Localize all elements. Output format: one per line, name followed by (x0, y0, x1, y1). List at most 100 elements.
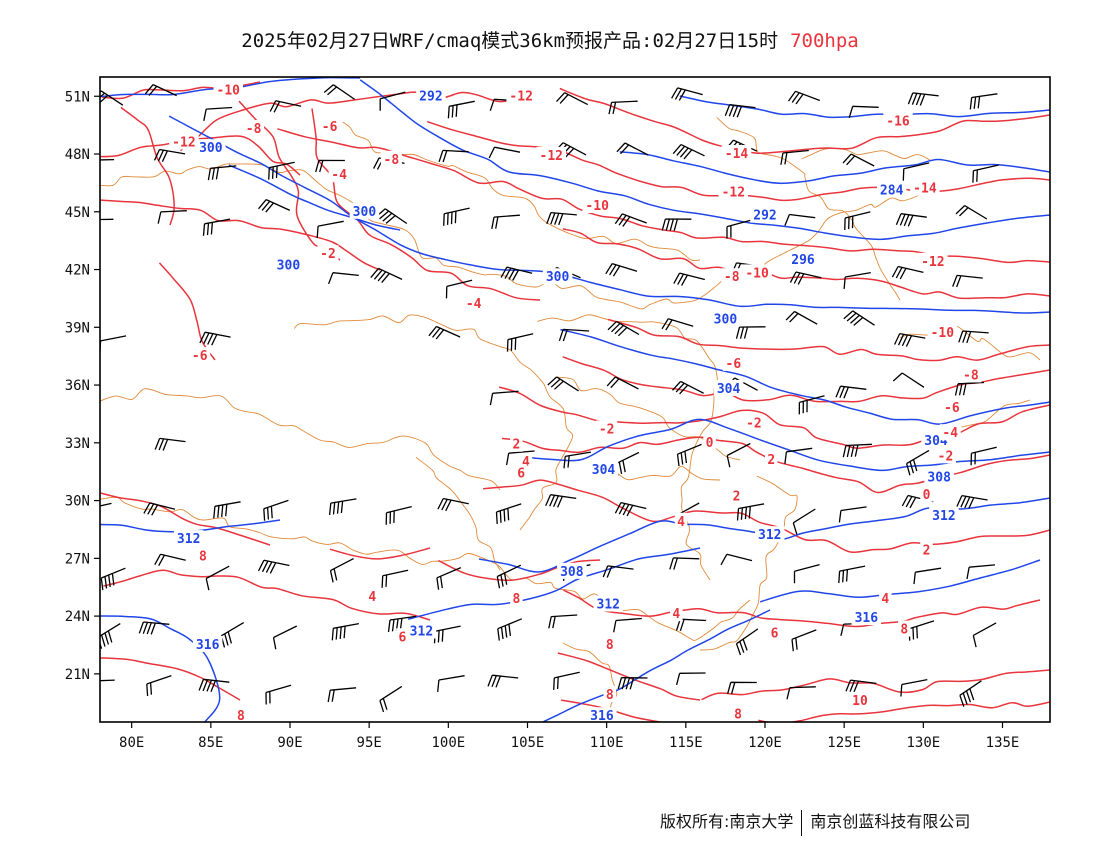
temperature-contour-label: 0 (923, 488, 931, 503)
temperature-contour-label: 4 (881, 592, 889, 607)
wind-barb (263, 499, 289, 521)
temperature-contour-label: 2 (733, 490, 741, 505)
temperature-contour-line (559, 87, 1050, 154)
temperature-contour-label-bg (920, 541, 933, 558)
wind-barb (954, 381, 985, 396)
wind-barb (154, 437, 186, 451)
wind-barb (905, 449, 930, 476)
temperature-contour-label: 4 (368, 590, 376, 605)
temperature-contour-label-bg (898, 620, 911, 637)
temperature-contour-label: -12 (172, 135, 195, 150)
wind-barb (100, 335, 127, 353)
temperature-contour-label-bg (721, 268, 743, 285)
height-contour-label-bg (349, 202, 380, 219)
temperature-contour-label: -12 (540, 149, 563, 164)
wind-barb (487, 674, 519, 688)
height-contour-label: 300 (353, 205, 377, 220)
wind-barb (780, 149, 809, 165)
temperature-contour-label: 4 (672, 607, 680, 622)
wind-barb (370, 267, 403, 284)
height-contour-label: 304 (592, 463, 616, 478)
temperature-contour-line (277, 128, 1050, 264)
temperature-contour-label: -12 (509, 89, 532, 104)
wind-barb (785, 310, 818, 325)
temperature-contour-label-bg (883, 112, 913, 129)
wind-barb (545, 494, 577, 508)
wind-barb (205, 565, 230, 591)
wind-barb (784, 213, 816, 226)
wind-barb (900, 678, 928, 697)
height-contour-label: 292 (419, 89, 442, 104)
wind-barb (143, 502, 176, 516)
lon-tick-label: 80E (119, 735, 144, 751)
temperature-contour-label: -2 (746, 417, 762, 432)
temperature-contour-label-bg (768, 624, 781, 641)
height-contours (100, 77, 1050, 722)
temperature-contour-label-bg (730, 487, 743, 504)
height-contour-line (228, 164, 401, 231)
temperature-contour-line (180, 91, 521, 152)
pressure-level: 700hpa (790, 30, 859, 52)
wind-barb (843, 310, 875, 326)
wind-barb (437, 675, 465, 692)
wind-barb (673, 272, 705, 286)
wind-barb (138, 621, 170, 635)
wind-barb (491, 214, 520, 230)
height-contour-line (759, 559, 1041, 603)
temperature-contour-label-bg (935, 447, 956, 464)
wind-barb (385, 505, 412, 525)
lon-tick-label: 120E (748, 735, 782, 751)
wind-barb (328, 498, 357, 516)
temperature-contour-label: 0 (706, 436, 714, 451)
wind-barb (671, 87, 703, 101)
wind-barb (203, 106, 233, 122)
temperature-contour-label-bg (603, 635, 617, 652)
temperature-contour-line (557, 652, 701, 701)
map-frame (99, 76, 1051, 723)
wind-barb (726, 442, 751, 468)
wind-barb (327, 272, 359, 285)
wind-barb (958, 330, 989, 344)
temperature-contour-label-bg (718, 183, 749, 200)
temperature-contour-label: 2 (923, 544, 931, 559)
temperature-contour-line (100, 199, 381, 271)
temperature-contour-label: -10 (585, 199, 609, 214)
temperature-contour-label-bg (169, 133, 199, 150)
height-contour-label-bg (416, 87, 446, 104)
wind-barb (327, 687, 357, 703)
temperature-contour-label: 4 (522, 455, 530, 470)
temperature-contour-label-bg (731, 705, 745, 722)
wind-barb (445, 279, 473, 299)
wind-barb (488, 146, 521, 159)
temperature-contour-label-bg (319, 118, 341, 135)
temperature-contour-label-bg (603, 686, 617, 703)
temperature-contour-line (563, 589, 1041, 628)
wind-barb (844, 211, 871, 231)
wind-barb (100, 90, 124, 106)
lon-tick-label: 130E (906, 735, 940, 751)
wind-barb (838, 565, 866, 584)
wind-barb (268, 161, 295, 180)
temperature-contour-label-bg (536, 146, 566, 163)
height-contour-label-bg (406, 622, 437, 639)
temperature-contour-label: 2 (513, 438, 521, 453)
border-line (342, 121, 701, 262)
wind-barb (787, 90, 821, 105)
height-contour-label: 284 (921, 57, 945, 72)
wind-barb (842, 153, 875, 167)
temperature-contour-label-bg (366, 587, 379, 604)
height-contour-label-bg (196, 139, 226, 156)
temperature-contour-label-bg (721, 145, 752, 162)
temperature-contour-label-bg (514, 464, 528, 481)
wind-barb (375, 208, 408, 225)
temperature-contour-label: -2 (938, 449, 954, 464)
wind-barb (786, 686, 816, 700)
wind-barb (955, 205, 988, 220)
height-contour-label-bg (755, 526, 785, 543)
wind-barb (496, 564, 522, 589)
wind-barb (952, 274, 983, 288)
wind-barb (272, 625, 298, 650)
wind-barb (100, 218, 114, 221)
wind-barb (428, 325, 461, 340)
temperature-contour-label: -10 (745, 266, 769, 281)
